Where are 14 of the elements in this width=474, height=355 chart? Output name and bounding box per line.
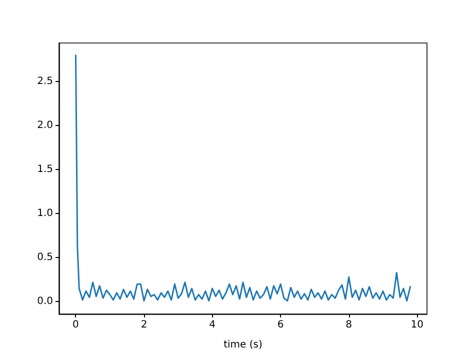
x-tick-label: 8 (346, 320, 352, 330)
y-tick-label: 0.5 (37, 252, 53, 264)
x-tick-label: 4 (209, 320, 216, 330)
x-tick-label: 6 (277, 320, 284, 330)
x-tick-label: 0 (72, 320, 79, 330)
y-tick-label: 2.0 (37, 120, 53, 132)
line-series (74, 54, 412, 302)
x-tick-label: 10 (410, 320, 424, 330)
x-tick-label: 2 (140, 320, 148, 330)
y-tick-label: 1.0 (37, 208, 53, 220)
y-tick-label: 0.0 (37, 296, 53, 308)
x-axis-title: time (s) (224, 340, 262, 350)
y-tick-label: 2.5 (37, 76, 53, 88)
y-tick-label: 1.5 (37, 164, 53, 176)
